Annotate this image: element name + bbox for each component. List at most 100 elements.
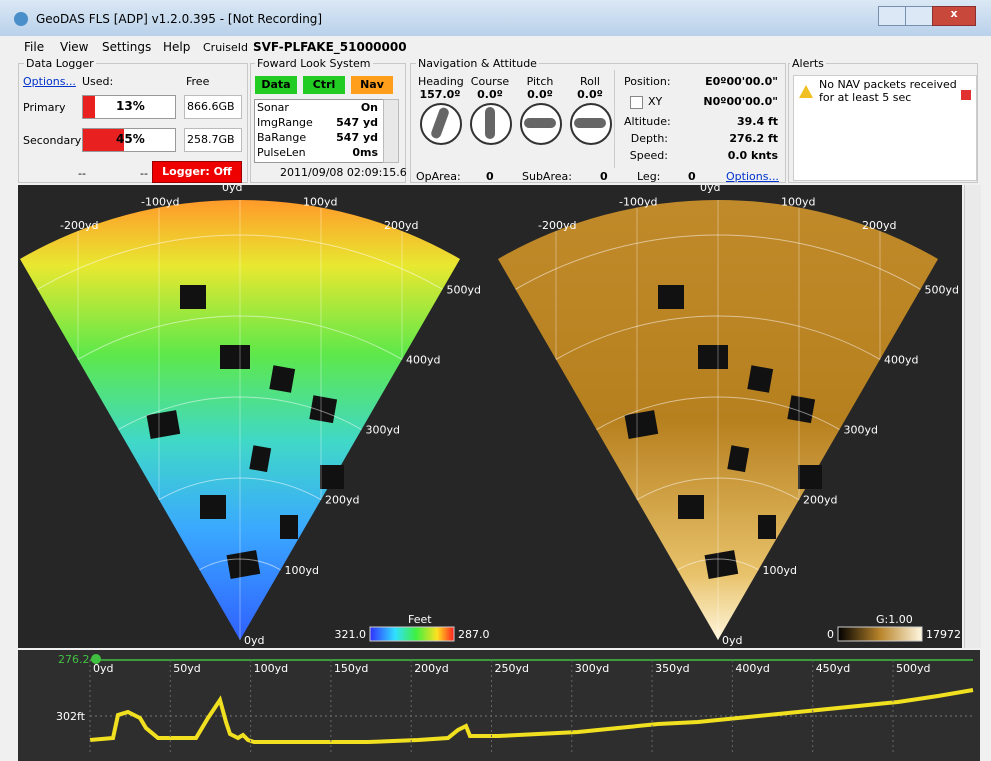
footer-value: 0 [486,170,494,183]
fls-row-label: PulseLen [257,146,306,159]
logger-button[interactable]: Logger: Off [152,161,242,183]
profile-x-label: 200yd [414,662,449,675]
free-text: 258.7GB [187,133,235,146]
colorbar [837,626,923,642]
depth-marker-label: 276.2 [58,653,90,666]
sonar-shadow [146,410,181,439]
cross-label: -100yd [619,196,657,209]
sonar-shadow [678,495,704,519]
gauge-needle [524,118,556,128]
gauge-needle [485,107,495,139]
range-arc [37,234,443,290]
scrollbar [964,185,981,648]
fls-button[interactable]: Ctrl [303,76,345,94]
colorbar-max: 287.0 [458,628,490,641]
range-arc [77,315,403,360]
usage-bar [83,96,95,118]
sonar-shadow [226,550,261,579]
sonar-fan [20,199,460,640]
range-arc [555,315,881,360]
range-label: 500yd [925,283,960,296]
footer-label: SubArea: [522,170,572,183]
cross-label: 200yd [384,219,419,232]
cruise-label: CruiseId [203,41,248,54]
sonar-display: 0yd 100yd 200yd 300yd 400yd 500yd -200yd -100yd… [18,185,962,648]
cross-label: 100yd [781,196,816,209]
sonar-shadow [727,445,750,473]
range-label: 200yd [803,494,838,507]
menu-button[interactable]: View [60,40,89,54]
range-label: 300yd [366,424,401,437]
depth-trace [89,688,974,744]
sonar-shadow [180,285,206,309]
colorbar [369,626,455,642]
fls-row-value: 547 yd [336,131,378,144]
xy-checkbox [630,96,643,109]
profile-x-label: 250yd [495,662,530,675]
close-button[interactable]: x [932,6,976,26]
usage-text: 13% [116,99,145,113]
warning-icon [799,85,813,98]
colorbar-min: 321.0 [335,628,367,641]
cross-label: -200yd [538,219,576,232]
cross-label: 0yd [700,185,721,194]
fls-button[interactable]: Data [255,76,297,94]
range-arc [596,396,840,430]
alerts-group [788,63,978,183]
menu-button[interactable]: File [24,40,45,54]
used-label: Used: [82,75,114,88]
readout-value: E0º00'00.0" [705,75,778,88]
range-label: 500yd [447,283,482,296]
readout-label: Altitude: [624,115,671,128]
sonar-shadow [758,515,776,539]
cross-label: -200yd [60,219,98,232]
group-title: Data Logger [24,57,96,70]
alert-message: No NAV packets received for at least 5 s… [819,78,957,104]
options-link[interactable]: Options... [23,75,76,88]
minimize-button[interactable] [878,6,906,26]
colorbar-min: 0 [827,628,834,641]
options-link[interactable]: Options... [726,170,779,183]
colorbar-title: Feet [408,613,432,626]
cross-label: 100yd [303,196,338,209]
group-title: Foward Look System [255,57,373,70]
menu-button[interactable]: Help [163,40,191,54]
cross-label: 0yd [222,185,243,194]
range-arc [199,558,281,571]
profile-x-label: 450yd [816,662,851,675]
dismiss-button[interactable] [961,90,971,100]
range-arc [118,396,362,430]
usage-text: 45% [116,132,145,146]
range-label: 100yd [285,564,320,577]
fls-row-label: BaRange [257,131,307,144]
group-title: Navigation & Attitude [416,57,539,70]
gauge-label: Heading [418,75,464,88]
maximize-button[interactable] [905,6,933,26]
gauge-label: Course [470,75,510,88]
colorbar-max: 17972 [926,628,961,641]
group-title: Alerts [790,57,826,70]
footer-label: OpArea: [416,170,461,183]
range-label: 400yd [884,353,919,366]
footer-label: Leg: [637,170,661,183]
fls-scrollbar [383,99,399,163]
readout-value: 276.2 ft [729,132,778,145]
sonar-shadow [320,465,344,489]
fls-button[interactable]: Nav [351,76,393,94]
readout-label: Position: [624,75,671,88]
gauge-needle [574,118,606,128]
sonar-shadow [787,395,816,424]
sonar-shadow [200,495,226,519]
status-text: -- [140,167,148,180]
menu-button[interactable]: Settings [102,40,152,54]
range-label: 0yd [722,634,743,647]
profile-x-label: 400yd [735,662,770,675]
sonar-shadow [249,445,272,473]
gauge-label: Roll [580,75,600,88]
app-icon [14,12,28,26]
readout-label: Depth: [630,132,668,145]
free-box [184,128,242,152]
range-arc [677,558,759,571]
sonar-shadow [658,285,684,309]
